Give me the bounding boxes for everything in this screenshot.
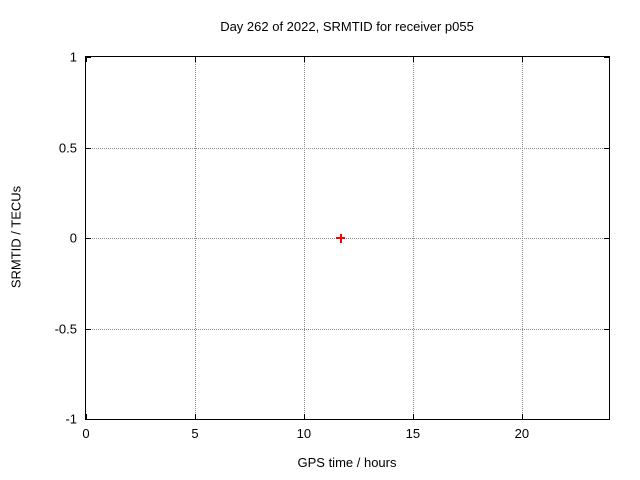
y-tick-mark xyxy=(86,147,91,149)
y-tick-mark xyxy=(86,57,91,58)
y-tick-label: 0 xyxy=(69,230,77,246)
y-tick-mark xyxy=(86,419,91,420)
y-tick-label: -0.5 xyxy=(54,321,77,336)
x-tick-label: 20 xyxy=(514,426,530,441)
y-tick-label: 1 xyxy=(69,49,77,65)
chart-title: Day 262 of 2022, SRMTID for receiver p05… xyxy=(220,19,474,34)
y-tick-label: -1 xyxy=(65,411,77,427)
x-tick-label: 15 xyxy=(405,426,421,441)
x-axis-label: GPS time / hours xyxy=(297,455,397,470)
y-tick-mark-right xyxy=(604,238,609,239)
x-tick-label: 10 xyxy=(296,426,312,441)
y-tick-mark-right xyxy=(604,419,609,420)
y-gridline xyxy=(86,147,609,149)
marker-bar-v xyxy=(339,233,342,243)
y-gridline xyxy=(86,328,609,330)
plot-area xyxy=(85,56,610,420)
y-tick-mark xyxy=(86,238,91,239)
data-point-marker xyxy=(336,233,346,243)
x-tick-mark xyxy=(194,414,196,419)
x-tick-mark-top xyxy=(194,57,196,62)
x-tick-mark xyxy=(521,414,523,419)
x-tick-mark-top xyxy=(412,57,414,62)
y-tick-mark-right xyxy=(604,328,609,330)
y-tick-mark-right xyxy=(604,57,609,58)
x-tick-mark-top xyxy=(303,57,305,62)
x-tick-label: 5 xyxy=(191,426,199,441)
x-tick-label: 0 xyxy=(82,426,90,441)
x-tick-mark-top xyxy=(521,57,523,62)
x-tick-mark xyxy=(303,414,305,419)
y-gridline xyxy=(86,238,609,239)
x-tick-mark xyxy=(86,414,87,419)
y-tick-label: 0.5 xyxy=(58,140,77,155)
x-tick-mark-top xyxy=(86,57,87,62)
y-tick-mark xyxy=(86,328,91,330)
y-tick-mark-right xyxy=(604,147,609,149)
x-tick-mark xyxy=(412,414,414,419)
